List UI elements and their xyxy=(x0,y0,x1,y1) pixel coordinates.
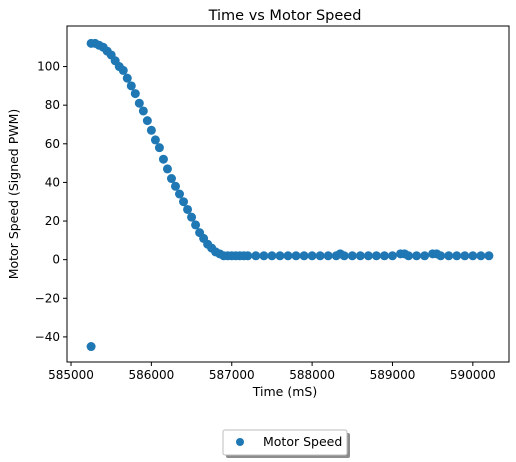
data-point xyxy=(243,251,253,261)
x-axis: 585000 586000 587000 588000 589000 590000 xyxy=(48,362,496,382)
data-point xyxy=(259,251,269,261)
data-point xyxy=(170,181,180,191)
data-point xyxy=(339,251,349,261)
data-point xyxy=(162,164,172,174)
data-point xyxy=(468,251,478,261)
data-point xyxy=(134,98,144,108)
data-point xyxy=(379,251,389,261)
data-point xyxy=(460,251,470,261)
y-tick-label: 80 xyxy=(45,98,60,112)
data-point xyxy=(138,106,148,116)
data-point xyxy=(323,251,333,261)
y-tick-label: 40 xyxy=(45,175,60,189)
data-point xyxy=(175,189,185,199)
x-tick-label: 589000 xyxy=(370,368,416,382)
data-points xyxy=(86,38,494,352)
data-point xyxy=(142,116,152,126)
data-point xyxy=(484,251,494,261)
data-point xyxy=(452,251,462,261)
legend-marker xyxy=(236,438,244,446)
y-tick-label: 0 xyxy=(52,253,60,267)
data-point xyxy=(420,251,430,261)
y-tick-label: −20 xyxy=(35,291,60,305)
data-point xyxy=(86,342,96,352)
chart-title: Time vs Motor Speed xyxy=(208,8,362,24)
data-point xyxy=(126,81,136,91)
data-point xyxy=(187,212,197,222)
data-point xyxy=(191,220,201,230)
data-point xyxy=(404,251,414,261)
x-tick-label: 587000 xyxy=(209,368,255,382)
y-axis: −40 −20 0 20 40 60 80 100 xyxy=(35,60,67,344)
data-point xyxy=(275,251,285,261)
data-point xyxy=(363,251,373,261)
data-point xyxy=(436,251,446,261)
data-point xyxy=(347,251,357,261)
data-point xyxy=(476,251,486,261)
y-axis-label: Motor Speed (Signed PWM) xyxy=(6,109,21,280)
data-point xyxy=(146,125,156,135)
x-tick-label: 588000 xyxy=(289,368,335,382)
y-tick-label: 60 xyxy=(45,137,60,151)
data-point xyxy=(166,174,176,184)
data-point xyxy=(315,251,325,261)
data-point xyxy=(355,251,365,261)
plot-area-frame xyxy=(66,25,510,363)
data-point xyxy=(267,251,277,261)
data-point xyxy=(154,143,164,153)
data-point xyxy=(118,65,128,75)
data-point xyxy=(283,251,293,261)
y-tick-label: 100 xyxy=(37,60,60,74)
data-point xyxy=(444,251,454,261)
x-tick-label: 585000 xyxy=(48,368,94,382)
data-point xyxy=(150,135,160,145)
data-point xyxy=(183,204,193,214)
data-point xyxy=(251,251,261,261)
legend-box xyxy=(222,429,348,456)
x-tick-label: 586000 xyxy=(128,368,174,382)
data-point xyxy=(371,251,381,261)
legend-label: Motor Speed xyxy=(263,434,342,449)
data-point xyxy=(299,251,309,261)
legend: Motor Speed xyxy=(222,429,350,458)
data-point xyxy=(130,89,140,99)
data-point xyxy=(307,251,317,261)
y-tick-label: 20 xyxy=(45,214,60,228)
data-point xyxy=(291,251,301,261)
data-point xyxy=(122,73,132,83)
data-point xyxy=(412,251,422,261)
x-tick-label: 590000 xyxy=(450,368,496,382)
data-point xyxy=(179,197,189,207)
data-point xyxy=(158,154,168,164)
data-point xyxy=(387,251,397,261)
y-tick-label: −40 xyxy=(35,330,60,344)
x-axis-label: Time (mS) xyxy=(252,384,317,399)
